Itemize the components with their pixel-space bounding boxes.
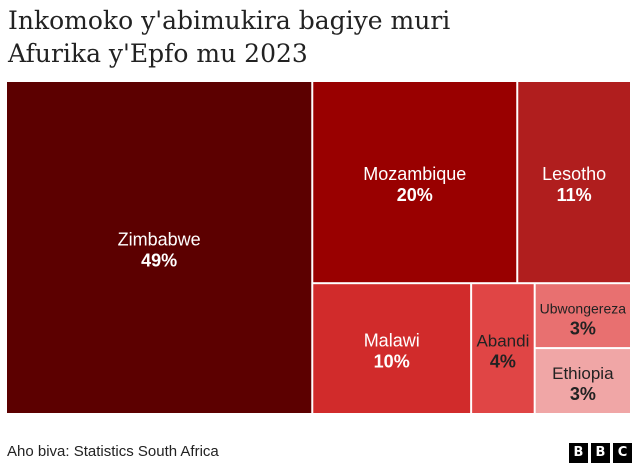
treemap-value-ethiopia: 3% <box>570 384 596 404</box>
treemap-value-lesotho: 11% <box>557 185 592 205</box>
bbc-logo-letter-3: C <box>613 443 632 463</box>
treemap-value-ubwongereza: 3% <box>570 319 596 339</box>
treemap-label-lesotho: Lesotho <box>542 164 606 184</box>
treemap-chart: Zimbabwe49%Mozambique20%Lesotho11%Malawi… <box>7 82 630 413</box>
chart-title: Inkomoko y'abimukira bagiye muri Afurika… <box>8 4 628 70</box>
treemap-value-mozambique: 20% <box>397 185 433 205</box>
treemap-value-zimbabwe: 49% <box>141 251 177 271</box>
treemap-label-abandi: Abandi <box>476 332 529 351</box>
chart-title-line-1: Inkomoko y'abimukira bagiye muri <box>8 6 451 35</box>
treemap-rect-malawi <box>313 284 471 413</box>
chart-title-line-2: Afurika y'Epfo mu 2023 <box>8 39 308 68</box>
source-note: Aho biva: Statistics South Africa <box>7 443 219 460</box>
treemap-label-malawi: Malawi <box>364 331 420 351</box>
treemap-rect-zimbabwe <box>7 82 312 413</box>
treemap-value-abandi: 4% <box>490 352 516 372</box>
treemap-rect-lesotho <box>518 82 630 283</box>
bbc-logo-letter-1: B <box>569 443 588 463</box>
treemap-rect-ethiopia <box>535 349 630 413</box>
treemap-tile-ubwongereza: Ubwongereza 3% <box>535 284 630 348</box>
treemap-label-mozambique: Mozambique <box>363 164 466 184</box>
treemap-label-zimbabwe: Zimbabwe <box>118 230 201 250</box>
treemap-label-ethiopia: Ethiopia <box>552 364 614 383</box>
treemap-value-malawi: 10% <box>374 352 410 372</box>
bbc-logo-letter-2: B <box>591 443 610 463</box>
treemap-rect-mozambique <box>313 82 517 283</box>
treemap-label-ubwongereza: Ubwongereza <box>540 301 627 317</box>
treemap-rect-abandi <box>472 284 534 413</box>
treemap-rect-ubwongereza <box>535 284 630 348</box>
bbc-logo: B B C <box>569 443 632 463</box>
